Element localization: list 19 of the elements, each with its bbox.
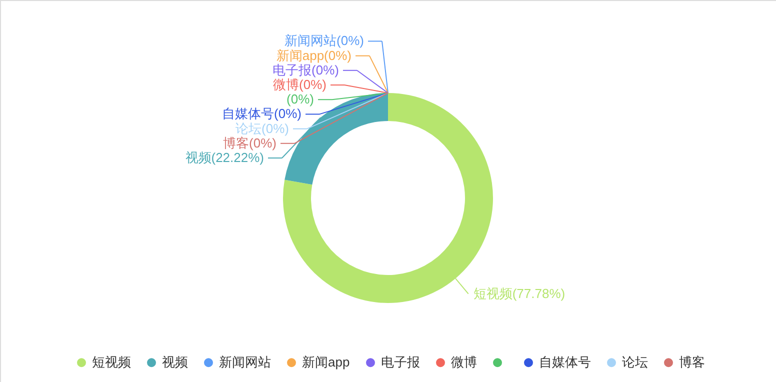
text: 自媒体号(0%) [222,106,302,122]
text: 论坛(0%) [236,120,289,136]
legend-label: 微博 [451,354,477,370]
legend-label: 新闻网站 [219,354,271,370]
legend-label: 短视频 [92,354,131,370]
legend-label: 自媒体号 [539,354,591,370]
text: 新闻网站(0%) [284,33,364,48]
text: 微博(0%) [273,77,326,92]
legend-label: 电子报 [381,354,420,370]
text: 新闻app(0%) [276,48,352,63]
text: 电子报(0%) [272,62,339,78]
legend-label: 博客 [679,354,705,370]
text: (0%) [286,92,314,107]
legend-label: 论坛 [622,354,648,370]
data-label: 视频(22.22%) [185,150,264,165]
legend-label: 新闻app [302,354,350,370]
data-label: 短视频(77.78%) [473,286,566,301]
text: 博客(0%) [223,135,276,150]
legend-label: 视频 [162,354,188,370]
